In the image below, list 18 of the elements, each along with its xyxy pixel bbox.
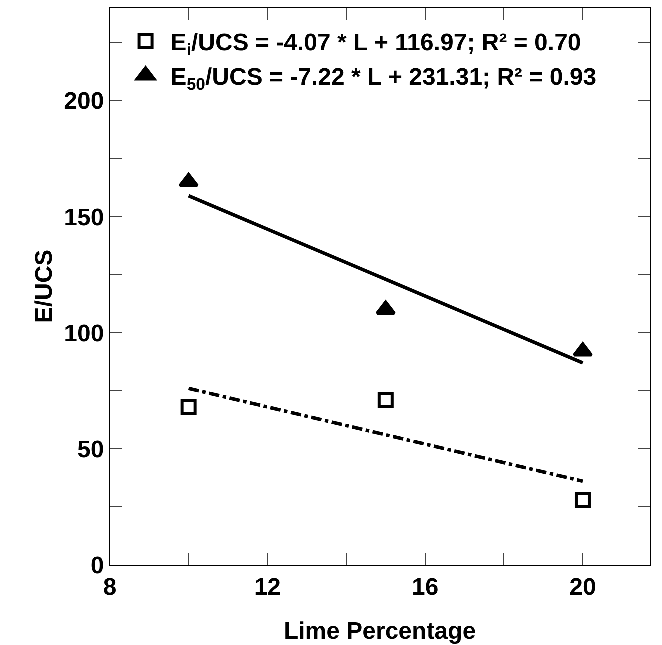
point [572,342,594,357]
x-tick-label: 20 [570,574,596,601]
point [574,492,591,508]
x-tick-label: 16 [412,574,439,601]
point [180,399,197,416]
point [178,173,199,188]
y-tick-label: 100 [64,320,104,348]
y-tick-label: 200 [64,88,104,116]
x-tick-label: 12 [254,574,282,601]
point [378,392,394,408]
y-axis-title: E/UCS [31,250,58,324]
x-axis-title: Lime Percentage [284,618,476,645]
y-tick-label: 0 [90,552,104,580]
y-tick-label: 50 [77,436,104,464]
x-tick-label: 8 [103,574,117,601]
y-tick-label: 150 [64,204,104,232]
legend-label: E$_{i}$/UCS = -4.07 * L + 116.97; R² = 0.70 [170,30,582,60]
legend-label: E$_{50}$/UCS = -7.22 * L + 231.31; R² = 0.93 [170,64,597,94]
